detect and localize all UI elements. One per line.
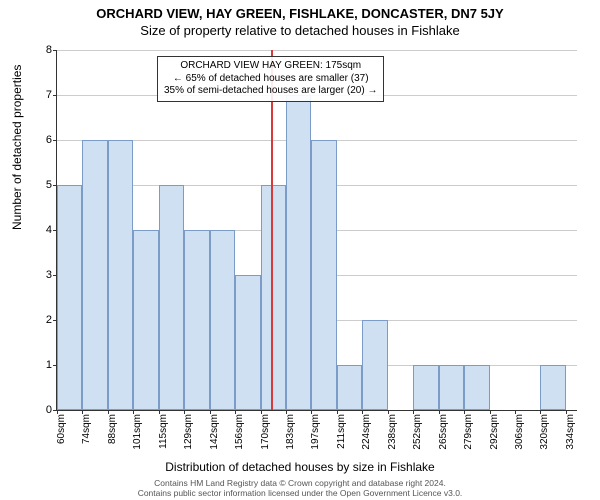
histogram-bar bbox=[133, 230, 158, 410]
x-tick-label: 156sqm bbox=[234, 414, 245, 464]
y-tick-label: 4 bbox=[32, 224, 52, 236]
histogram-bar bbox=[540, 365, 565, 410]
y-axis-label: Number of detached properties bbox=[10, 65, 24, 230]
histogram-bar bbox=[439, 365, 464, 410]
x-tick-label: 129sqm bbox=[183, 414, 194, 464]
histogram-bar bbox=[57, 185, 82, 410]
y-tick-mark bbox=[53, 50, 57, 51]
x-tick-label: 238sqm bbox=[387, 414, 398, 464]
x-tick-label: 211sqm bbox=[336, 414, 347, 464]
x-tick-label: 197sqm bbox=[310, 414, 321, 464]
reference-line bbox=[271, 50, 273, 410]
x-tick-label: 74sqm bbox=[81, 414, 92, 464]
x-tick-label: 252sqm bbox=[412, 414, 423, 464]
x-tick-label: 183sqm bbox=[285, 414, 296, 464]
annotation-box: ORCHARD VIEW HAY GREEN: 175sqm← 65% of d… bbox=[157, 56, 384, 102]
histogram-bar bbox=[108, 140, 133, 410]
histogram-bar bbox=[337, 365, 362, 410]
title-sub: Size of property relative to detached ho… bbox=[0, 21, 600, 38]
x-tick-label: 306sqm bbox=[514, 414, 525, 464]
y-tick-label: 6 bbox=[32, 134, 52, 146]
y-tick-label: 1 bbox=[32, 359, 52, 371]
footer-line-2: Contains public sector information licen… bbox=[0, 488, 600, 498]
x-axis-label: Distribution of detached houses by size … bbox=[0, 460, 600, 474]
histogram-bar bbox=[464, 365, 489, 410]
histogram-bar bbox=[413, 365, 438, 410]
x-tick-label: 142sqm bbox=[209, 414, 220, 464]
x-tick-label: 101sqm bbox=[132, 414, 143, 464]
y-tick-mark bbox=[53, 140, 57, 141]
histogram-bar bbox=[210, 230, 235, 410]
y-tick-label: 7 bbox=[32, 89, 52, 101]
y-tick-mark bbox=[53, 95, 57, 96]
histogram-bar bbox=[82, 140, 107, 410]
annotation-line: ORCHARD VIEW HAY GREEN: 175sqm bbox=[164, 60, 377, 73]
grid-line bbox=[57, 50, 577, 51]
x-tick-label: 88sqm bbox=[107, 414, 118, 464]
x-tick-label: 170sqm bbox=[260, 414, 271, 464]
title-main: ORCHARD VIEW, HAY GREEN, FISHLAKE, DONCA… bbox=[0, 0, 600, 21]
histogram-bar bbox=[286, 95, 311, 410]
annotation-line: 35% of semi-detached houses are larger (… bbox=[164, 85, 377, 98]
x-tick-label: 265sqm bbox=[438, 414, 449, 464]
footer: Contains HM Land Registry data © Crown c… bbox=[0, 478, 600, 498]
y-tick-label: 8 bbox=[32, 44, 52, 56]
x-tick-label: 279sqm bbox=[463, 414, 474, 464]
y-tick-label: 0 bbox=[32, 404, 52, 416]
y-tick-label: 2 bbox=[32, 314, 52, 326]
histogram-bar bbox=[184, 230, 209, 410]
histogram-bar bbox=[362, 320, 387, 410]
x-tick-label: 60sqm bbox=[56, 414, 67, 464]
chart-container: ORCHARD VIEW, HAY GREEN, FISHLAKE, DONCA… bbox=[0, 0, 600, 500]
plot-area: ORCHARD VIEW HAY GREEN: 175sqm← 65% of d… bbox=[56, 50, 577, 411]
y-tick-label: 3 bbox=[32, 269, 52, 281]
histogram-bar bbox=[159, 185, 184, 410]
footer-line-1: Contains HM Land Registry data © Crown c… bbox=[0, 478, 600, 488]
annotation-line: ← 65% of detached houses are smaller (37… bbox=[164, 73, 377, 86]
histogram-bar bbox=[235, 275, 260, 410]
x-tick-label: 334sqm bbox=[565, 414, 576, 464]
x-tick-label: 224sqm bbox=[361, 414, 372, 464]
x-tick-label: 320sqm bbox=[539, 414, 550, 464]
x-tick-label: 115sqm bbox=[158, 414, 169, 464]
x-tick-label: 292sqm bbox=[489, 414, 500, 464]
histogram-bar bbox=[261, 185, 286, 410]
histogram-bar bbox=[311, 140, 336, 410]
y-tick-label: 5 bbox=[32, 179, 52, 191]
